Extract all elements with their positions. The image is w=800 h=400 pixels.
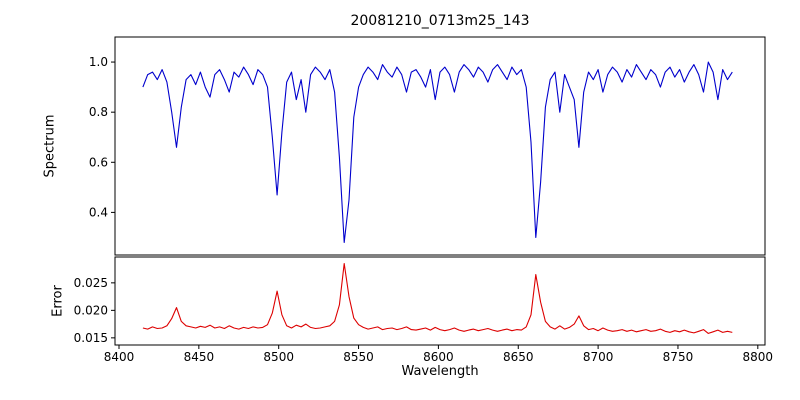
- x-tick-label: 8700: [583, 350, 614, 364]
- x-tick-label: 8500: [263, 350, 294, 364]
- error-line: [142, 263, 733, 334]
- y-tick-label: 0.015: [74, 331, 108, 345]
- y-tick-label: 0.020: [74, 303, 108, 317]
- x-tick-label: 8800: [743, 350, 774, 364]
- y-tick-label: 0.025: [74, 276, 108, 290]
- y-tick-label: 1.0: [89, 55, 108, 69]
- x-tick-label: 8450: [184, 350, 215, 364]
- y-tick-label: 0.6: [89, 155, 108, 169]
- y-tick-label: 0.8: [89, 105, 108, 119]
- spectrum-line: [142, 61, 733, 244]
- error-axes-frame: [114, 256, 766, 346]
- x-tick-label: 8400: [104, 350, 135, 364]
- y-tick-label: 0.4: [89, 205, 108, 219]
- spectrum-axes-frame: [114, 36, 766, 256]
- chart-title: 20081210_0713m25_143: [350, 13, 530, 29]
- x-tick-label: 8650: [503, 350, 534, 364]
- x-tick-label: 8750: [663, 350, 694, 364]
- x-tick-label: 8600: [423, 350, 454, 364]
- x-tick-label: 8550: [343, 350, 374, 364]
- x-axis-label: Wavelength: [401, 364, 479, 379]
